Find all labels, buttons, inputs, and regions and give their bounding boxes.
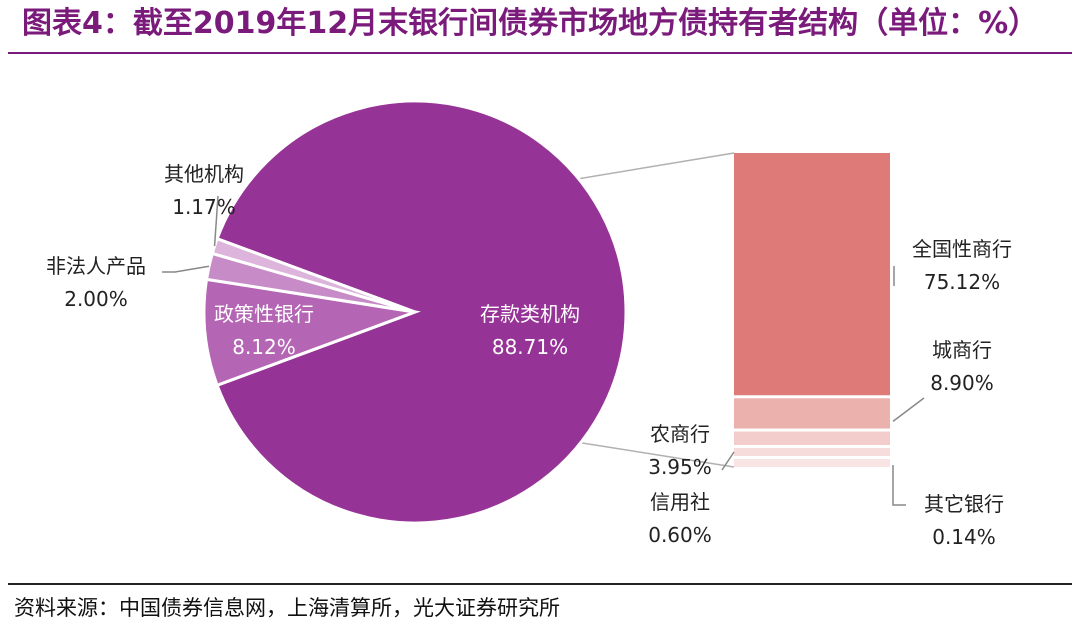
leader-bar-3: [721, 451, 735, 471]
bar-segment-2: [734, 431, 890, 445]
pie-value-0: 88.71%: [492, 335, 568, 359]
bar-label-4: 其它银行: [924, 492, 1004, 516]
leader-pie-3: [213, 195, 219, 247]
pie-label-1: 政策性银行: [214, 302, 314, 326]
bar-label-0: 全国性商行: [912, 237, 1012, 261]
bar-value-2: 3.95%: [648, 455, 712, 479]
pie-slice-0: [215, 99, 628, 525]
bar-label-3: 信用社: [650, 490, 710, 514]
leader-pie-2: [162, 265, 210, 273]
bar-segment-4: [734, 459, 890, 467]
pie-slice-1: [202, 277, 421, 388]
pie-slice-3: [210, 236, 416, 314]
pie-label-3: 其他机构: [164, 162, 244, 186]
source-divider: [8, 583, 1072, 585]
stacked-bar: [734, 153, 890, 467]
data-labels: 存款类机构 88.71% 政策性银行 8.12% 非法人产品 2.00% 其他机构 1.17%…: [46, 162, 1012, 549]
pie-label-0: 存款类机构: [480, 302, 580, 326]
pie-label-2: 非法人产品: [46, 254, 146, 278]
pie: [202, 99, 628, 525]
chart-title: 图表4：截至2019年12月末银行间债券市场地方债持有者结构（单位：%）: [22, 6, 1039, 41]
leader-bar-1: [892, 397, 925, 423]
bar-label-2: 农商行: [650, 422, 710, 446]
title-divider: [8, 52, 1072, 54]
source-note: 资料来源：中国债券信息网，上海清算所，光大证券研究所: [14, 596, 560, 620]
bar-value-1: 8.90%: [930, 371, 994, 395]
bar-segment-3: [734, 448, 890, 456]
bar-label-1: 城商行: [932, 338, 992, 362]
bar-segment-0: [734, 153, 890, 396]
bar-value-0: 75.12%: [924, 270, 1000, 294]
bar-value-3: 0.60%: [648, 523, 712, 547]
pie-value-2: 2.00%: [64, 287, 128, 311]
pie-value-3: 1.17%: [172, 195, 236, 219]
bar-segment-1: [734, 398, 890, 429]
leader-bar-4: [892, 465, 906, 506]
pie-value-1: 8.12%: [232, 335, 296, 359]
bar-value-4: 0.14%: [932, 525, 996, 549]
